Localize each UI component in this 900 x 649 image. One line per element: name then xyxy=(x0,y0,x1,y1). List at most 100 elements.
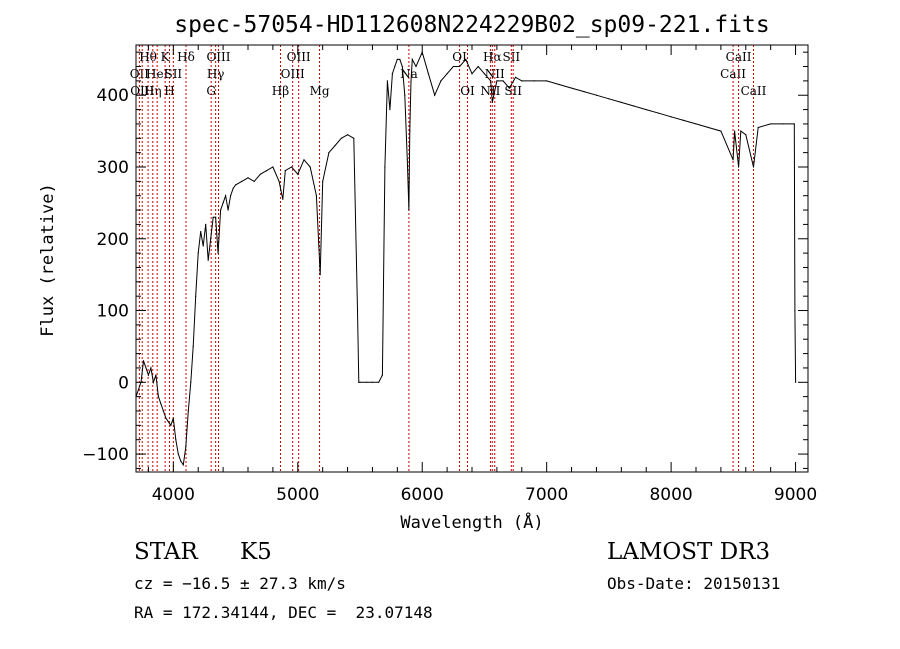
spectrum-point xyxy=(471,73,473,75)
spectrum-point xyxy=(465,58,467,60)
spectrum-point xyxy=(212,216,214,218)
spectrum-point xyxy=(155,374,157,376)
spectrum-point xyxy=(521,80,523,82)
spectrum-point xyxy=(278,180,280,182)
spectrum-point xyxy=(633,105,635,107)
spectrum-point xyxy=(770,123,772,125)
spectrum-point xyxy=(200,230,202,233)
spectrum-point xyxy=(241,180,243,182)
spectrum-point xyxy=(232,187,234,190)
spectrum-point xyxy=(197,252,199,254)
y-axis-label: Flux (relative) xyxy=(38,183,58,337)
spectrum-point xyxy=(583,91,585,93)
line-marker-label-12: Hβ xyxy=(272,84,289,98)
spectrum-point xyxy=(147,374,150,376)
line-marker-label-8: Hδ xyxy=(177,50,195,64)
spectrum-point xyxy=(415,65,417,68)
spectrum-point xyxy=(558,83,560,86)
spectrum-point xyxy=(737,166,740,168)
spectrum-point xyxy=(202,245,204,247)
spectrum-point xyxy=(225,195,227,197)
spectrum-point xyxy=(137,388,140,391)
line-marker-label-25: CaII xyxy=(726,50,752,64)
spectrum-point xyxy=(794,381,797,383)
line-marker-label-17: OI xyxy=(452,50,467,64)
spectrum-point xyxy=(328,152,330,154)
spectrum-point xyxy=(595,94,598,96)
spectrum-point xyxy=(210,238,212,240)
spectrum-point xyxy=(490,80,492,82)
spectrum-point xyxy=(740,130,742,132)
spectrum-point xyxy=(340,137,342,139)
spectrum-point xyxy=(322,180,324,182)
spectrum-point xyxy=(682,119,685,121)
spectrum-point xyxy=(346,134,349,136)
spectrum-point xyxy=(282,198,284,200)
line-marker-label-16: Na xyxy=(400,67,418,81)
spectrum-point xyxy=(782,123,784,125)
spectrum-point xyxy=(190,381,192,383)
spectrum-point xyxy=(142,360,145,362)
y-tick-label-2: 100 xyxy=(97,302,129,322)
spectrum-point xyxy=(658,112,660,114)
spectrum-point xyxy=(150,367,152,369)
spectrum-point xyxy=(408,209,410,211)
line-marker-label-6: H xyxy=(164,84,174,98)
spectrum-point xyxy=(170,424,172,426)
spectrum-point xyxy=(409,130,411,132)
spectrum-point xyxy=(172,417,174,419)
spectrum-point xyxy=(378,381,380,383)
spectrum-point xyxy=(177,453,179,455)
line-marker-label-15: Mg xyxy=(310,84,330,98)
spectrum-point xyxy=(356,309,359,312)
spectrum-point xyxy=(353,137,355,139)
spectrum-point xyxy=(533,80,535,82)
spectrum-point xyxy=(247,177,249,179)
spectrum-point xyxy=(215,216,217,218)
spectrum-point xyxy=(297,173,299,175)
spectrum-point xyxy=(406,159,408,161)
spectrum-point xyxy=(309,166,311,168)
spectrum-point xyxy=(514,76,517,78)
spectrum-point xyxy=(259,173,262,175)
x-tick-label-4: 8000 xyxy=(649,485,692,505)
y-tick-label-4: 300 xyxy=(97,158,129,178)
line-marker-label-5: K xyxy=(161,50,171,64)
spectral-subclass: K5 xyxy=(240,539,272,565)
spectrum-point xyxy=(205,223,207,226)
spectrum-point xyxy=(670,116,672,118)
spectrum-point xyxy=(732,159,734,161)
spectrum-point xyxy=(570,87,573,89)
spectrum-chart: OIIOIIIHθHηHeIKHSIIHδGHγOIIIHβOIIIOIIIMg… xyxy=(38,12,817,533)
x-tick-label-2: 6000 xyxy=(401,485,444,505)
spectrum-point xyxy=(458,65,461,68)
survey-name: LAMOST DR3 xyxy=(607,539,771,565)
spectrum-point xyxy=(284,169,286,172)
spectrum-point xyxy=(192,345,194,348)
line-marker-label-22: SII xyxy=(502,50,520,64)
spectrum-point xyxy=(483,73,486,75)
spectrum-point xyxy=(396,58,398,60)
x-tick-label-3: 7000 xyxy=(525,485,568,505)
spectrum-point xyxy=(477,65,479,68)
spectrum-point xyxy=(162,410,164,412)
line-marker-label-11: OIII xyxy=(206,50,230,64)
spectrum-point xyxy=(502,80,504,82)
spectrum-point xyxy=(411,58,413,60)
line-marker-label-19: NII xyxy=(480,84,500,98)
line-marker-label-26: CaII xyxy=(741,84,767,98)
spectrum-point xyxy=(195,295,197,297)
spectrum-point xyxy=(185,446,187,448)
object-class: STAR xyxy=(134,539,198,565)
spectrum-point xyxy=(157,396,159,398)
spectrum-point xyxy=(145,367,147,369)
spectrum-point xyxy=(720,130,722,132)
spectrum-point xyxy=(391,73,393,75)
y-tick-label-5: 400 xyxy=(97,86,129,106)
coordinates-readout: RA = 172.34144, DEC = 23.07148 xyxy=(134,603,433,622)
spectrum-point xyxy=(229,195,232,197)
spectrum-point xyxy=(272,166,274,168)
axis-layer: 4000 5000 6000 7000 8000 9000 −100 0 100 200 300 40… xyxy=(82,45,817,505)
line-marker-label-7: SII xyxy=(164,67,182,81)
spectrum-point xyxy=(290,166,293,168)
